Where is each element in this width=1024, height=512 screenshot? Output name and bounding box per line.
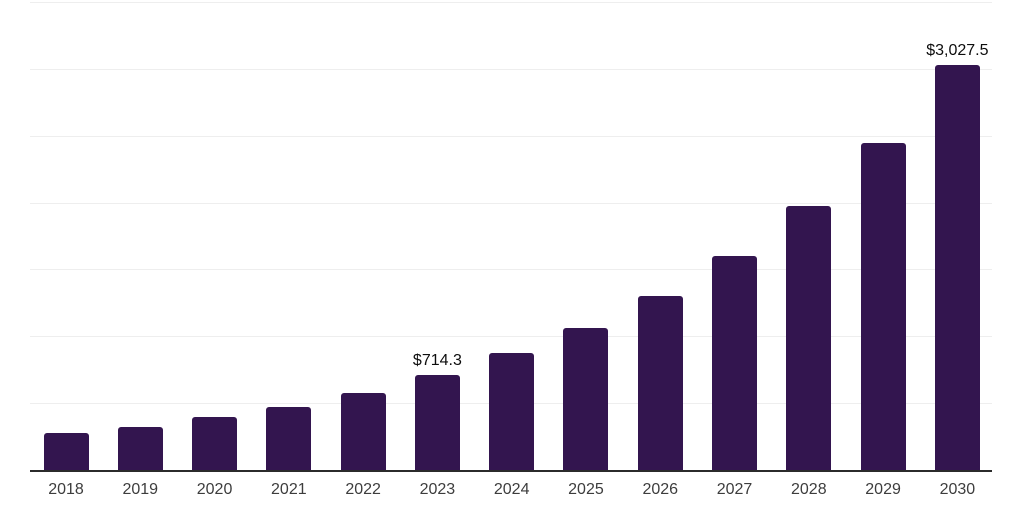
- x-tick-label: 2024: [493, 481, 530, 498]
- gridline: [30, 2, 992, 3]
- x-axis: 2018 2019 2020 2021 2022 2023 2024 2025 2026 2027…: [30, 480, 992, 502]
- bar-2028: [786, 206, 832, 470]
- bar-2022: [340, 392, 386, 470]
- x-tick-label: 2029: [865, 481, 901, 498]
- bar-2027: [712, 256, 758, 470]
- bar-2024: [489, 352, 535, 470]
- bar-2030: [934, 65, 980, 470]
- x-tick-label: 2021: [271, 481, 307, 498]
- bar-2018: [43, 433, 89, 470]
- plot-area: $714.3 $3,027.5: [30, 2, 992, 472]
- x-tick-label: 2026: [642, 481, 679, 498]
- x-tick-label: 2023: [419, 481, 456, 498]
- bar-value-label: $714.3: [412, 351, 462, 369]
- gridline: [30, 202, 992, 204]
- gridline: [30, 68, 992, 70]
- x-tick-label: 2030: [939, 481, 976, 498]
- gridline: [30, 336, 992, 338]
- bar-2026: [637, 295, 683, 470]
- bar-2023: [414, 374, 460, 470]
- x-tick-label: 2020: [196, 481, 233, 498]
- x-tick-label: 2025: [568, 481, 604, 498]
- x-tick-label: 2022: [345, 481, 381, 498]
- bar-2020: [192, 416, 238, 470]
- gridline: [30, 135, 992, 137]
- x-tick-label: 2028: [791, 481, 827, 498]
- x-tick-label: 2018: [48, 481, 84, 498]
- gridline: [30, 269, 992, 271]
- bar-value-label: $3,027.5: [926, 42, 989, 60]
- bar-2025: [563, 327, 609, 470]
- bar-2029: [860, 142, 906, 470]
- x-tick-label: 2019: [122, 481, 159, 498]
- bar-2019: [117, 426, 163, 470]
- bar-2021: [266, 406, 312, 470]
- x-tick-label: 2027: [716, 481, 753, 498]
